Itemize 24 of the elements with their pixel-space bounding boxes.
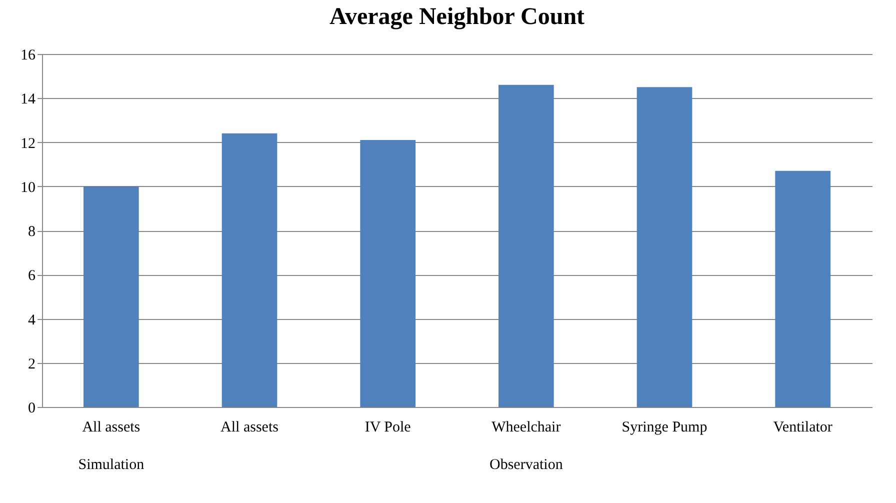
y-tick-label: 12 — [20, 136, 36, 152]
y-tick-label: 10 — [20, 180, 36, 196]
bar — [84, 186, 139, 407]
text: Simulation — [78, 457, 145, 473]
bar — [775, 170, 830, 407]
text: Observation — [490, 457, 564, 473]
y-tick-label: 4 — [28, 312, 36, 328]
y-tick-label: 0 — [28, 400, 36, 416]
bar — [636, 87, 692, 407]
x-tick-label: All assets — [82, 420, 140, 436]
bar — [360, 140, 416, 407]
y-tick-label: 2 — [28, 356, 36, 372]
y-tick-label: 14 — [20, 92, 36, 108]
y-tick-label: 16 — [20, 48, 36, 64]
x-tick-label: Ventilator — [773, 420, 832, 436]
chart-title: Average Neighbor Count — [329, 4, 585, 30]
x-tick-label: All assets — [220, 420, 279, 436]
bar — [498, 84, 554, 407]
x-tick-label: Syringe Pump — [622, 420, 708, 436]
y-tick-label: 6 — [28, 268, 36, 284]
y-tick-label: 8 — [28, 224, 36, 240]
x-tick-label: IV Pole — [364, 420, 412, 436]
x-tick-label: Wheelchair — [492, 420, 561, 436]
bar — [222, 133, 278, 407]
